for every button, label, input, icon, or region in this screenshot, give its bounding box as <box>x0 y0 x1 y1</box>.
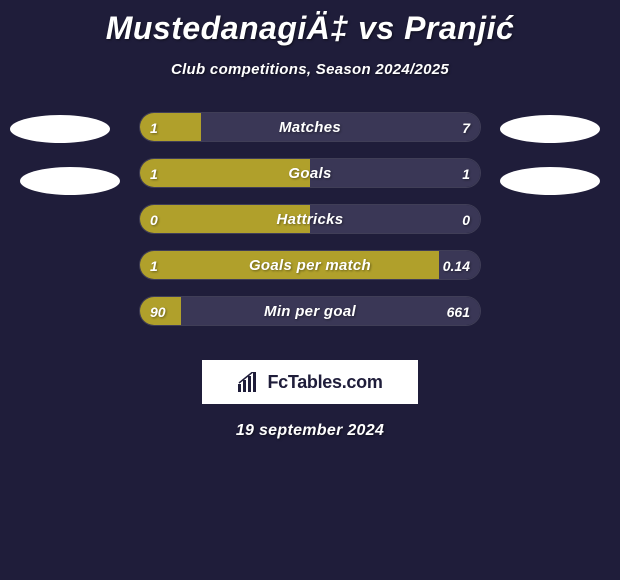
stat-value-left: 1 <box>150 159 158 188</box>
footer-logo[interactable]: FcTables.com <box>202 360 418 404</box>
stats-area: Matches17Goals11Hattricks00Goals per mat… <box>0 112 620 342</box>
stat-value-right: 661 <box>447 297 470 326</box>
stat-label: Matches <box>140 113 480 142</box>
stat-value-left: 1 <box>150 251 158 280</box>
page-title: MustedanagiÄ‡ vs Pranjić <box>0 0 620 47</box>
stat-row: Goals1 1 <box>0 158 620 204</box>
bar-chart-icon <box>237 372 261 392</box>
stat-row: Matches1 7 <box>0 112 620 158</box>
stat-label: Min per goal <box>140 297 480 326</box>
stat-value-left: 1 <box>150 113 158 142</box>
stat-value-left: 0 <box>150 205 158 234</box>
stat-value-right: 1 <box>462 159 470 188</box>
stat-bar: Goals1 1 <box>139 158 481 188</box>
subtitle: Club competitions, Season 2024/2025 <box>0 47 620 78</box>
stat-bar: Matches1 7 <box>139 112 481 142</box>
stat-value-right: 0.14 <box>443 251 470 280</box>
stat-bar: Hattricks0 0 <box>139 204 481 234</box>
stat-value-right: 0 <box>462 205 470 234</box>
date-text: 19 september 2024 <box>0 422 620 440</box>
stat-value-right: 7 <box>462 113 470 142</box>
stat-bar: Min per goal90 661 <box>139 296 481 326</box>
stat-label: Hattricks <box>140 205 480 234</box>
stat-label: Goals per match <box>140 251 480 280</box>
comparison-widget: MustedanagiÄ‡ vs Pranjić Club competitio… <box>0 0 620 580</box>
stat-value-left: 90 <box>150 297 166 326</box>
stat-row: Goals per match1 0.14 <box>0 250 620 296</box>
footer-logo-text: FcTables.com <box>267 372 382 393</box>
stat-row: Min per goal90 661 <box>0 296 620 342</box>
stat-label: Goals <box>140 159 480 188</box>
stat-bar: Goals per match1 0.14 <box>139 250 481 280</box>
stat-row: Hattricks0 0 <box>0 204 620 250</box>
